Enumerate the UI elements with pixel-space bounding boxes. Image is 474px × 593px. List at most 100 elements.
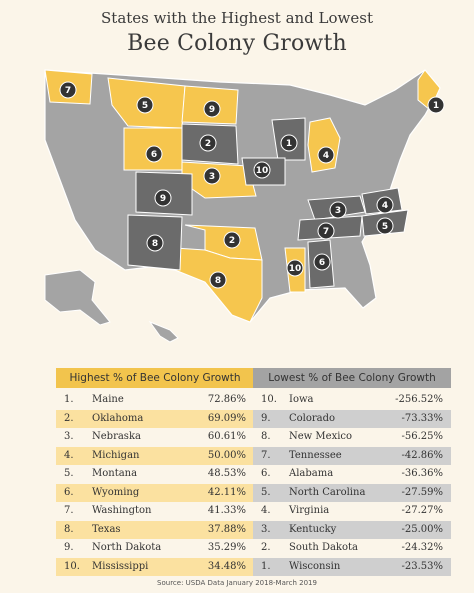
state-alaska (44, 269, 111, 326)
cell-rank: 1. (64, 394, 74, 405)
map-badge-highest: 6 (145, 145, 163, 163)
map-badge-label: 7 (65, 86, 71, 96)
cell-state: Montana (92, 468, 138, 479)
highest-table-header: Highest % of Bee Colony Growth (56, 368, 254, 388)
map-badge-highest: 9 (203, 100, 221, 118)
cell-rank: 2. (261, 542, 271, 553)
table-row: 7. Washington 41.33% (56, 502, 254, 521)
cell-state: Texas (92, 523, 121, 535)
table-row: 5. North Carolina -27.59% (253, 483, 451, 502)
table-row: 3. Kentucky -25.00% (253, 520, 451, 539)
table-row: 3. Nebraska 60.61% (56, 428, 254, 447)
map-badge-lowest: 3 (329, 201, 347, 219)
map-badge-label: 5 (142, 101, 148, 111)
map-badge-label: 1 (286, 139, 292, 149)
cell-value: 60.61% (207, 431, 246, 442)
cell-rank: 1. (261, 560, 271, 572)
table-row: 9. Colorado -73.33% (253, 409, 451, 428)
map-badge-label: 9 (160, 194, 166, 204)
cell-rank: 3. (261, 523, 271, 535)
map-badge-label: 6 (151, 150, 157, 160)
table-row: 1. Wisconsin -23.53% (253, 557, 451, 576)
table-row: 4. Virginia -27.27% (253, 502, 451, 521)
table-row: 6. Alabama -36.36% (253, 465, 451, 484)
cell-rank: 4. (64, 449, 74, 461)
map-badge-highest: 7 (59, 81, 77, 99)
map-badge-label: 2 (205, 139, 211, 149)
table-row: 4. Michigan 50.00% (56, 446, 254, 465)
lowest-table-header: Lowest % of Bee Colony Growth (253, 368, 451, 388)
map-badge-circle (154, 189, 172, 207)
table-row: 6. Wyoming 42.11% (56, 483, 254, 502)
cell-state: Mississippi (92, 560, 149, 572)
table-row: 5. Montana 48.53% (56, 465, 254, 484)
cell-state: Washington (92, 505, 152, 516)
map-badge-label: 10 (256, 166, 269, 176)
map-badge-label: 4 (382, 201, 388, 211)
table-row: 9. North Dakota 35.29% (56, 539, 254, 558)
map-badge-label: 3 (209, 172, 215, 182)
cell-state: Oklahoma (92, 412, 144, 424)
map-badge-circle (280, 134, 298, 152)
cell-state: Virginia (289, 505, 330, 516)
cell-value: -27.59% (401, 486, 443, 498)
map-badge-circle (146, 234, 164, 252)
state-hawaii (148, 320, 179, 343)
cell-state: Iowa (289, 394, 314, 405)
lowest-table: Lowest % of Bee Colony Growth 10. Iowa -25… (253, 368, 451, 576)
map-badge-label: 2 (229, 236, 235, 246)
cell-value: 34.48% (207, 560, 246, 572)
map-badge-label: 1 (433, 101, 439, 111)
cell-value: -23.53% (401, 560, 443, 572)
cell-state: Wyoming (92, 486, 140, 498)
cell-rank: 8. (64, 523, 74, 535)
table-row: 2. Oklahoma 69.09% (56, 409, 254, 428)
map-badge-lowest: 5 (376, 217, 394, 235)
map-badge-highest: 1 (427, 96, 445, 114)
map-badge-label: 9 (209, 105, 215, 115)
cell-rank: 8. (261, 431, 271, 442)
map-badge-circle (203, 100, 221, 118)
highest-table: Highest % of Bee Colony Growth 1. Maine 72… (56, 368, 254, 576)
map-badge-label: 8 (152, 239, 158, 249)
cell-state: Nebraska (92, 431, 141, 442)
map-badge-highest: 5 (136, 96, 154, 114)
map-badge-circle (376, 217, 394, 235)
cell-rank: 4. (261, 505, 271, 516)
source-note: Source: USDA Data January 2018-March 201… (157, 579, 317, 587)
cell-rank: 10. (261, 394, 277, 405)
cell-value: 41.33% (207, 505, 246, 516)
cell-value: -42.86% (401, 449, 443, 461)
cell-value: -24.32% (401, 542, 443, 553)
map-badge-highest: 2 (223, 231, 241, 249)
cell-state: New Mexico (289, 431, 353, 442)
cell-rank: 5. (261, 486, 271, 498)
table-row: 2. South Dakota -24.32% (253, 539, 451, 558)
map-badge-circle (199, 134, 217, 152)
map-badge-circle (317, 146, 335, 164)
cell-value: -36.36% (401, 468, 443, 479)
cell-state: South Dakota (289, 542, 358, 553)
map-badge-lowest: 9 (154, 189, 172, 207)
cell-value: 72.86% (207, 394, 246, 405)
cell-state: Maine (92, 394, 124, 405)
table-row: 10. Iowa -256.52% (253, 391, 451, 410)
cell-value: 50.00% (207, 449, 246, 461)
cell-value: -73.33% (401, 412, 443, 424)
table-row: 7. Tennessee -42.86% (253, 446, 451, 465)
cell-state: Tennessee (289, 449, 342, 461)
cell-value: -27.27% (401, 505, 443, 516)
cell-rank: 6. (261, 468, 271, 479)
table-row: 1. Maine 72.86% (56, 391, 254, 410)
table-row: 10. Mississippi 34.48% (56, 557, 254, 576)
cell-rank: 6. (64, 486, 74, 498)
map-badge-label: 10 (289, 264, 302, 274)
cell-state: North Dakota (92, 542, 162, 553)
map-badge-label: 4 (323, 151, 329, 161)
map-badge-circle (317, 222, 335, 240)
cell-value: 69.09% (207, 412, 246, 424)
map-badge-lowest: 8 (146, 234, 164, 252)
map-badge-circle (313, 253, 331, 271)
cell-rank: 5. (64, 468, 74, 479)
cell-value: -56.25% (401, 431, 443, 442)
